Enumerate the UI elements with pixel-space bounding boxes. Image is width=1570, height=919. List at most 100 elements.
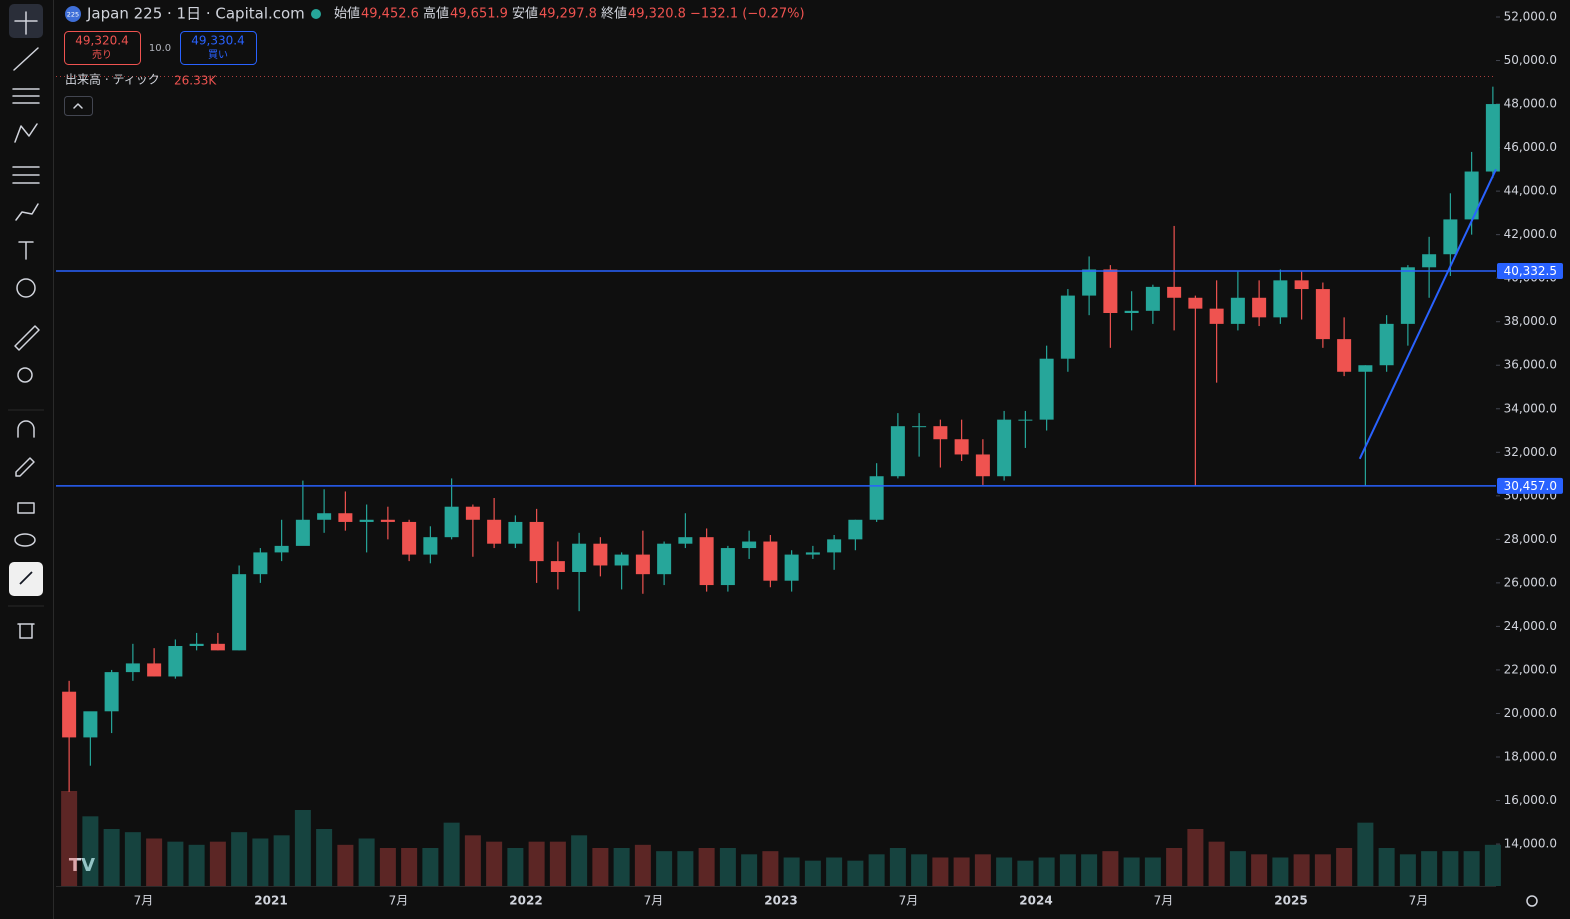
candle-body bbox=[1167, 286, 1182, 298]
collapse-button[interactable] bbox=[64, 96, 93, 116]
buy-label: 買い bbox=[208, 49, 228, 61]
price-label-bg bbox=[1497, 262, 1563, 279]
hide-tool[interactable] bbox=[14, 533, 36, 547]
volume-bar bbox=[443, 822, 460, 886]
volume-bar bbox=[1038, 857, 1055, 886]
candle-body bbox=[274, 545, 289, 553]
price-label: 40,332.5 bbox=[1504, 264, 1557, 278]
pattern-tool[interactable] bbox=[14, 123, 38, 143]
volume-bar bbox=[677, 851, 694, 886]
candle-body bbox=[1315, 289, 1330, 340]
volume-bar bbox=[231, 832, 248, 886]
candle-body bbox=[593, 543, 608, 566]
candle-body bbox=[62, 691, 77, 738]
candle-body bbox=[827, 539, 842, 553]
lock-draw-tool[interactable] bbox=[15, 457, 35, 477]
brush-tool[interactable] bbox=[15, 203, 39, 221]
zoom-tool[interactable] bbox=[17, 367, 33, 383]
x-tick-label: 7月 bbox=[389, 894, 409, 908]
candle-body bbox=[1188, 297, 1203, 309]
volume-bar bbox=[974, 854, 991, 886]
volume-bar bbox=[804, 860, 821, 886]
volume-bar bbox=[698, 848, 715, 886]
price-label: 30,457.0 bbox=[1504, 479, 1557, 493]
volume-bar bbox=[1463, 851, 1480, 886]
magnet-tool[interactable] bbox=[17, 420, 35, 438]
volume-bar bbox=[613, 848, 630, 886]
logo: TV bbox=[69, 855, 95, 876]
y-tick-label: 24,000.0 bbox=[1504, 619, 1557, 633]
candle-body bbox=[614, 554, 629, 566]
volume-bar bbox=[82, 816, 99, 886]
fib-tool[interactable] bbox=[12, 88, 40, 104]
y-tick-label: 14,000.0 bbox=[1504, 837, 1557, 851]
candle-body bbox=[1252, 297, 1267, 318]
volume-bar bbox=[1272, 857, 1289, 886]
volume-bar bbox=[124, 832, 141, 886]
ohlc-value: 49,651.9 bbox=[450, 7, 508, 22]
candle-body bbox=[1485, 104, 1500, 172]
forecast-tool[interactable] bbox=[12, 166, 40, 184]
volume-bar bbox=[61, 791, 78, 886]
candle-body bbox=[232, 574, 247, 651]
volume-bar bbox=[1166, 848, 1183, 886]
text-tool[interactable] bbox=[18, 241, 34, 260]
candle-body bbox=[444, 506, 459, 538]
candle-body bbox=[1379, 323, 1394, 366]
candle-body bbox=[1018, 419, 1033, 421]
x-tick-label: 2023 bbox=[764, 894, 797, 908]
volume-bar bbox=[889, 848, 906, 886]
delete-tool[interactable] bbox=[17, 623, 35, 639]
lock-tool[interactable] bbox=[17, 502, 35, 514]
volume-bar bbox=[868, 854, 885, 886]
x-tick-label: 2024 bbox=[1019, 894, 1052, 908]
volume-bar bbox=[358, 838, 375, 886]
y-tick-label: 36,000.0 bbox=[1504, 358, 1557, 372]
volume-bar bbox=[1229, 851, 1246, 886]
candle-body bbox=[423, 537, 438, 555]
volume-bar bbox=[719, 848, 736, 886]
volume-bar bbox=[1081, 854, 1098, 886]
volume-bar bbox=[188, 844, 205, 886]
ohlc-label: 終値 bbox=[601, 6, 627, 22]
spread: 10.0 bbox=[149, 43, 171, 54]
volume-bar bbox=[1378, 848, 1395, 886]
volume-bar bbox=[1208, 841, 1225, 886]
candle-body bbox=[635, 554, 650, 575]
trendline-tool[interactable] bbox=[13, 47, 39, 71]
candle-body bbox=[189, 643, 204, 646]
candle-body bbox=[210, 643, 225, 651]
volume-bar bbox=[379, 848, 396, 886]
volume-bar bbox=[634, 844, 651, 886]
candle-body bbox=[1358, 365, 1373, 372]
candle-body bbox=[1145, 286, 1160, 311]
settings-button[interactable] bbox=[1526, 895, 1538, 907]
y-tick-label: 34,000.0 bbox=[1504, 401, 1557, 415]
volume-bar bbox=[1144, 857, 1161, 886]
candle-body bbox=[380, 519, 395, 522]
y-tick-label: 22,000.0 bbox=[1504, 662, 1557, 676]
sell-button[interactable] bbox=[64, 31, 141, 65]
candle-body bbox=[912, 426, 927, 428]
x-tick-label: 7月 bbox=[899, 894, 919, 908]
candle-body bbox=[805, 552, 820, 555]
candle-body bbox=[125, 663, 140, 673]
volume-bar bbox=[337, 844, 354, 886]
candle-body bbox=[1422, 254, 1437, 268]
volume-value: 26.33K bbox=[174, 74, 217, 88]
x-tick-label: 7月 bbox=[644, 894, 664, 908]
candle-body bbox=[550, 561, 565, 572]
volume-bar bbox=[316, 829, 333, 886]
buy-button[interactable] bbox=[180, 31, 257, 65]
symbol-title[interactable]: Japan 225 · 1日 · Capital.com bbox=[86, 5, 305, 23]
candle-body bbox=[1124, 310, 1139, 313]
volume-bar bbox=[1123, 857, 1140, 886]
volume-bar bbox=[1251, 854, 1268, 886]
ruler-tool[interactable] bbox=[14, 325, 40, 351]
candle-body bbox=[1464, 171, 1479, 220]
volume-bar bbox=[1421, 851, 1438, 886]
candle-body bbox=[954, 439, 969, 455]
emoji-tool[interactable] bbox=[16, 278, 36, 298]
